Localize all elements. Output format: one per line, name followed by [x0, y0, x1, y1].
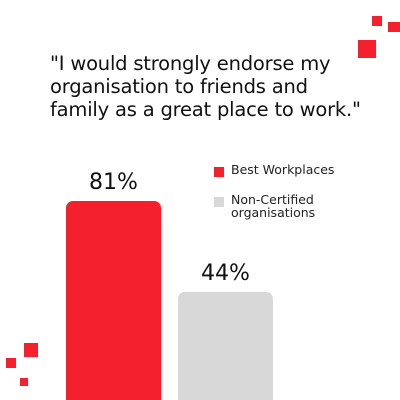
decorative-square-top-2 — [388, 22, 400, 32]
bar-best-workplaces — [66, 201, 161, 400]
legend-label-best-workplaces: Best Workplaces — [231, 162, 335, 177]
quote-text: "I would strongly endorse my organisatio… — [50, 52, 361, 121]
decorative-square-bottom-1 — [24, 343, 38, 357]
legend-swatch-non-certified — [214, 197, 224, 207]
legend-item-non-certified: Non-Certified organisations — [214, 193, 361, 219]
data-label-non-certified: 44% — [201, 261, 250, 286]
data-label-best-workplaces: 81% — [89, 170, 138, 195]
decorative-square-top-1 — [372, 16, 382, 26]
decorative-square-bottom-3 — [20, 378, 28, 386]
bar-non-certified — [178, 291, 273, 400]
legend-item-best-workplaces: Best Workplaces — [214, 163, 361, 177]
legend-label-non-certified: Non-Certified organisations — [231, 192, 316, 220]
decorative-square-bottom-2 — [6, 358, 16, 368]
legend-swatch-best-workplaces — [214, 167, 224, 177]
decorative-square-top-3 — [358, 40, 376, 58]
